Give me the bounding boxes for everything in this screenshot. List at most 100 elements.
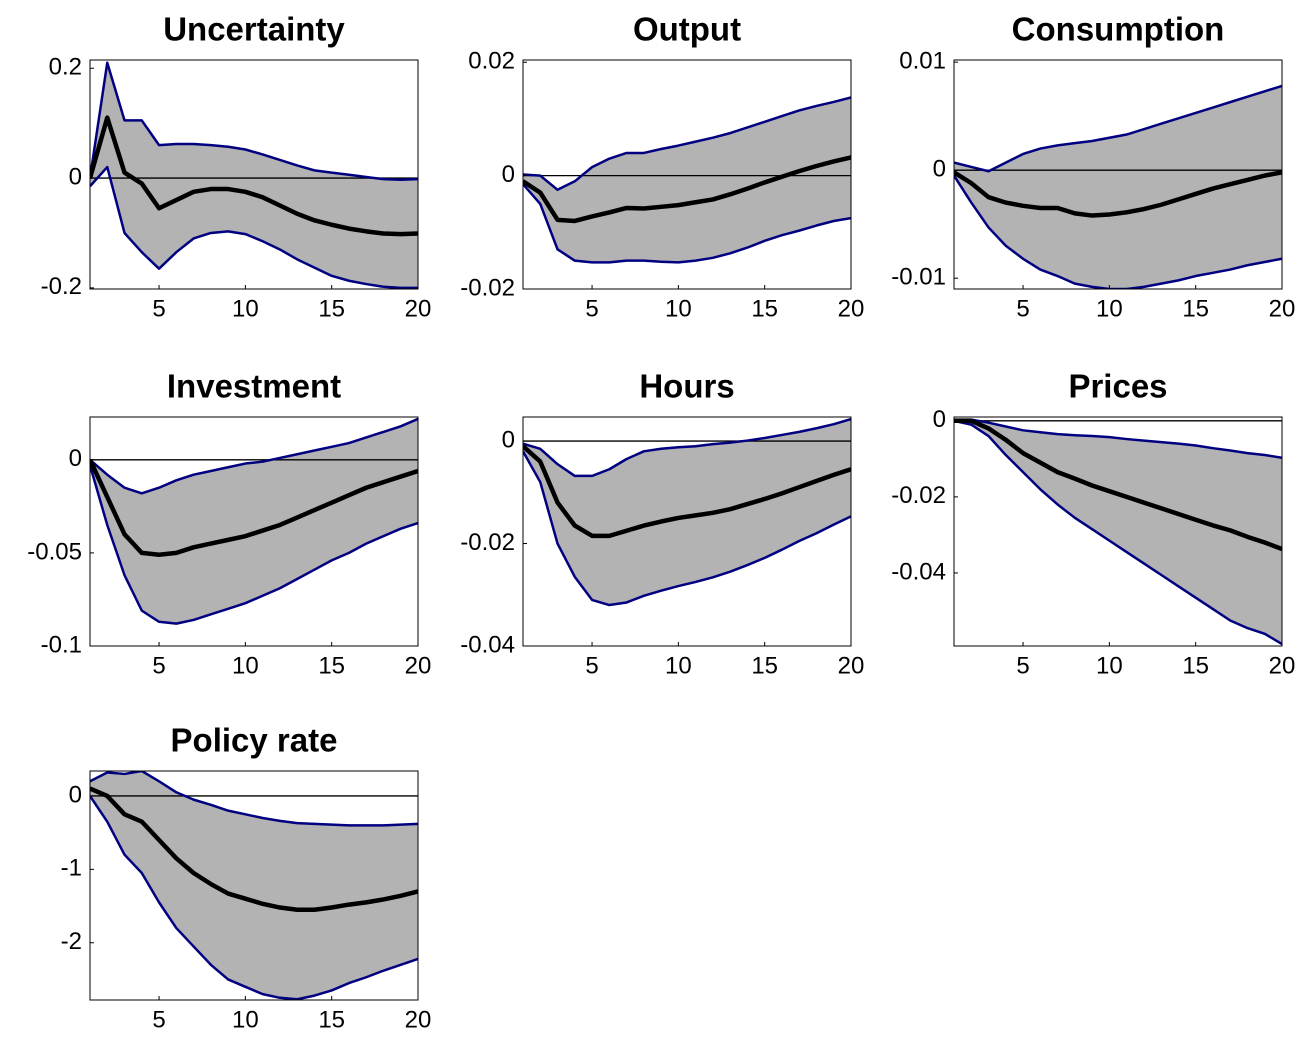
plot-area [954, 84, 1282, 289]
x-tick-label: 10 [1096, 652, 1123, 679]
x-tick-label: 5 [152, 295, 165, 322]
x-tick-label: 15 [318, 295, 345, 322]
x-tick-label: 10 [665, 295, 692, 322]
axes-box [522, 416, 852, 647]
y-tick-label: 0.02 [468, 48, 515, 75]
y-tick-label: 0 [69, 781, 82, 808]
x-tick-label: 15 [318, 1006, 345, 1033]
y-tick-label: 0.2 [49, 54, 82, 81]
band-edge-line [523, 96, 851, 192]
y-tick-label: -0.01 [891, 264, 946, 291]
x-tick-label: 10 [232, 295, 259, 322]
x-tick-label: 20 [405, 652, 432, 679]
subplot-title: Investment [167, 368, 341, 405]
band-edge-line [90, 61, 418, 181]
confidence-band [523, 97, 851, 263]
median-line [90, 115, 418, 237]
x-tick-label: 15 [1182, 652, 1209, 679]
band-edge-line [954, 419, 1282, 646]
x-tick-label: 20 [838, 295, 865, 322]
plot-area [523, 417, 851, 607]
axes-box [522, 59, 852, 290]
subplot: -0.1 -0.05 0 5 10 15 20 Investment [27, 368, 431, 680]
x-tick-label: 20 [1269, 652, 1296, 679]
band-edge-line [954, 84, 1282, 173]
y-tick-label: -0.02 [891, 482, 946, 509]
confidence-band [954, 419, 1282, 645]
x-tick-label: 20 [405, 295, 432, 322]
confidence-band [523, 419, 851, 606]
median-line [523, 444, 851, 539]
band-edge-line [90, 795, 418, 1000]
x-tick-label: 5 [1016, 652, 1029, 679]
y-tick-label: -0.2 [41, 273, 82, 300]
y-tick-label: 0 [69, 163, 82, 190]
median-line [523, 155, 851, 224]
x-tick-label: 20 [1269, 295, 1296, 322]
y-tick-label: -1 [61, 855, 82, 882]
y-tick-label: 0.01 [899, 48, 946, 75]
subplot-title: Output [633, 11, 741, 48]
subplot: -0.02 0 0.02 5 10 15 20 Output [460, 11, 864, 323]
band-edge-line [90, 771, 418, 827]
plot-area [90, 771, 418, 1000]
subplot: -0.04 -0.02 0 5 10 15 20 Prices [891, 368, 1295, 680]
confidence-band [90, 62, 418, 288]
axes-box [89, 416, 419, 647]
median-line [954, 170, 1282, 218]
subplot: -0.01 0 0.01 5 10 15 20 Consumption [891, 11, 1295, 323]
band-edge-line [954, 418, 1282, 459]
plot-area [90, 61, 418, 289]
y-tick-label: -2 [61, 928, 82, 955]
x-tick-label: 10 [232, 652, 259, 679]
band-edge-line [90, 465, 418, 625]
x-tick-label: 5 [585, 652, 598, 679]
x-tick-label: 5 [585, 295, 598, 322]
x-tick-label: 15 [751, 295, 778, 322]
x-tick-label: 5 [1016, 295, 1029, 322]
subplot-title: Uncertainty [163, 11, 345, 48]
median-line [954, 418, 1282, 552]
y-tick-label: 0 [933, 156, 946, 183]
subplot-title: Hours [639, 368, 734, 405]
axes-box [953, 416, 1283, 647]
axes-box [953, 59, 1283, 290]
x-tick-label: 15 [1182, 295, 1209, 322]
median-line [90, 458, 418, 558]
y-tick-label: 0 [69, 445, 82, 472]
subplot: -0.04 -0.02 0 5 10 15 20 Hours [460, 368, 864, 680]
confidence-band [90, 771, 418, 1000]
x-tick-label: 20 [838, 652, 865, 679]
y-tick-label: -0.02 [460, 529, 515, 556]
band-edge-line [954, 174, 1282, 289]
x-tick-label: 10 [1096, 295, 1123, 322]
band-edge-line [523, 183, 851, 264]
band-edge-line [90, 417, 418, 495]
plot-area [90, 417, 418, 625]
y-tick-label: 0 [502, 426, 515, 453]
subplot: -0.2 0 0.2 5 10 15 20 Uncertainty [41, 11, 432, 323]
subplot-title: Policy rate [171, 722, 338, 759]
x-tick-label: 10 [232, 1006, 259, 1033]
y-tick-label: -0.02 [460, 274, 515, 301]
subplot-title: Prices [1068, 368, 1167, 405]
band-edge-line [90, 165, 418, 289]
x-tick-label: 15 [318, 652, 345, 679]
plot-area [954, 418, 1282, 646]
confidence-band [954, 85, 1282, 289]
y-tick-label: 0 [933, 406, 946, 433]
axes-box [89, 59, 419, 290]
y-tick-label: -0.1 [41, 631, 82, 658]
x-tick-label: 5 [152, 1006, 165, 1033]
confidence-band [90, 418, 418, 624]
median-line [90, 786, 418, 912]
plot-area [523, 96, 851, 264]
y-tick-label: -0.04 [460, 631, 515, 658]
subplot: -2 -1 0 5 10 15 20 Policy rate [61, 722, 432, 1034]
x-tick-label: 15 [751, 652, 778, 679]
y-tick-label: -0.05 [27, 538, 82, 565]
subplot-title: Consumption [1012, 11, 1225, 48]
x-tick-label: 10 [665, 652, 692, 679]
y-tick-label: -0.04 [891, 558, 946, 585]
